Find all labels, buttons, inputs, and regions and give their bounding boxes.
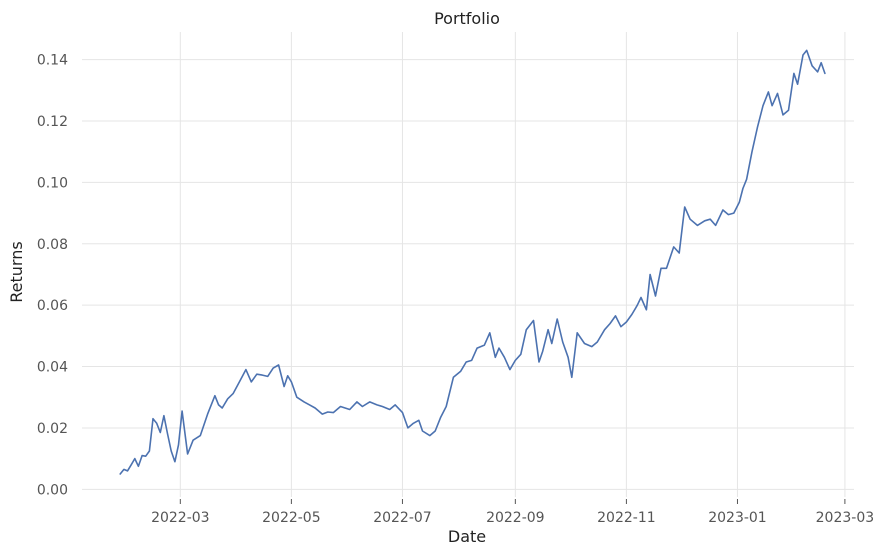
x-tick-label: 2023-03 (816, 510, 875, 526)
y-tick-label: 0.14 (37, 53, 68, 69)
y-tick-label: 0.06 (37, 298, 68, 314)
x-tick-label: 2022-03 (151, 510, 210, 526)
x-tick-label: 2023-01 (708, 510, 767, 526)
x-tick-label: 2022-05 (262, 510, 321, 526)
series-layer (119, 49, 826, 475)
y-tick-label: 0.10 (37, 175, 68, 191)
x-axis-title: Date (448, 527, 486, 546)
y-tick-label: 0.00 (37, 482, 68, 498)
y-tick-label: 0.02 (37, 421, 68, 437)
x-gridlines (179, 32, 846, 497)
x-tick-label: 2022-07 (373, 510, 432, 526)
x-axis-ticks: 2022-03 2022-05 2022-07 2022-09 2022-11 2023-… (151, 499, 874, 526)
x-tick-label: 2022-11 (597, 510, 656, 526)
y-axis-title: Returns (7, 241, 26, 302)
y-gridlines (82, 59, 854, 490)
y-tick-label: 0.04 (37, 360, 68, 376)
y-axis-ticks: 0.00 0.02 0.04 0.06 0.08 0.10 0.12 0.14 (37, 53, 68, 499)
chart-title: Portfolio (434, 9, 500, 28)
y-tick-label: 0.08 (37, 237, 68, 253)
y-tick-label: 0.12 (37, 114, 68, 130)
x-tick-label: 2022-09 (486, 510, 545, 526)
series-line (119, 49, 826, 475)
